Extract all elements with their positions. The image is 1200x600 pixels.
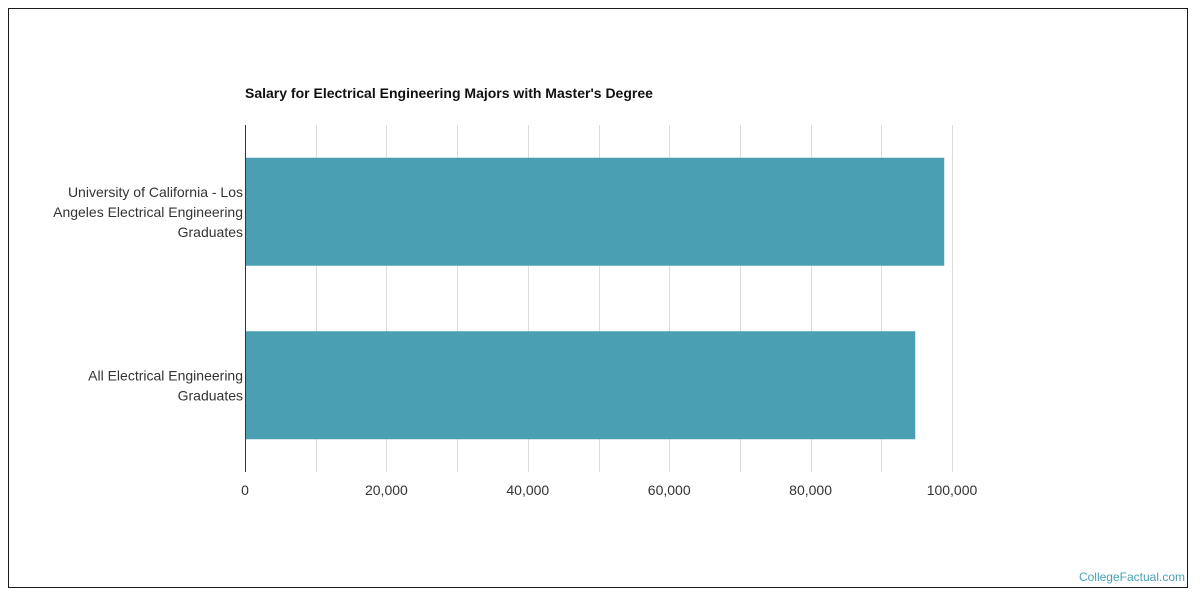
category-label-line: Graduates bbox=[178, 224, 243, 240]
category-label-line: All Electrical Engineering bbox=[88, 367, 243, 383]
bar bbox=[245, 157, 945, 266]
bar bbox=[245, 331, 916, 440]
x-tick-label: 40,000 bbox=[506, 482, 549, 498]
category-label-line: Graduates bbox=[178, 387, 243, 403]
chart-frame bbox=[8, 8, 1188, 588]
chart-title: Salary for Electrical Engineering Majors… bbox=[245, 85, 653, 101]
source-credit-link[interactable]: CollegeFactual.com bbox=[1078, 570, 1185, 584]
x-tick-label: 80,000 bbox=[789, 482, 832, 498]
x-tick-label: 20,000 bbox=[365, 482, 408, 498]
category-label-line: Angeles Electrical Engineering bbox=[53, 204, 243, 220]
x-tick-label: 100,000 bbox=[927, 482, 978, 498]
category-label: All Electrical Engineering Graduates bbox=[88, 367, 243, 403]
x-tick-label: 60,000 bbox=[648, 482, 691, 498]
category-label-line: University of California - Los bbox=[68, 184, 243, 200]
category-label: University of California - Los Angeles El… bbox=[53, 184, 243, 240]
x-tick-label: 0 bbox=[241, 482, 249, 498]
